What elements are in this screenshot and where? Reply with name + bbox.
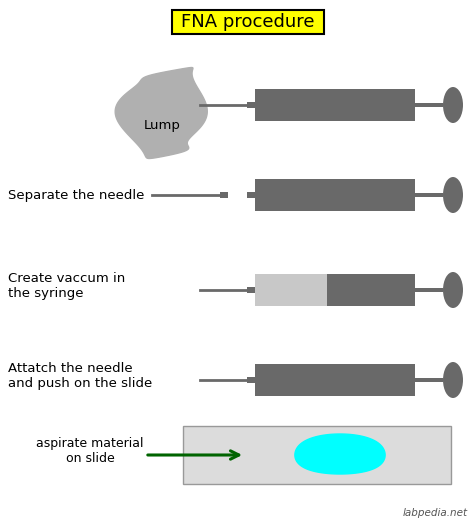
Text: Lump: Lump bbox=[144, 118, 181, 132]
Ellipse shape bbox=[443, 272, 463, 308]
Bar bbox=[255, 364, 415, 396]
Bar bbox=[415, 193, 443, 197]
Bar bbox=[247, 287, 255, 293]
Bar bbox=[415, 378, 443, 382]
Bar bbox=[327, 274, 415, 306]
Bar bbox=[247, 377, 255, 383]
Polygon shape bbox=[115, 67, 207, 159]
FancyBboxPatch shape bbox=[172, 10, 324, 34]
Text: Create vaccum in
the syringe: Create vaccum in the syringe bbox=[8, 272, 125, 300]
Ellipse shape bbox=[443, 87, 463, 123]
Bar bbox=[255, 274, 327, 306]
Polygon shape bbox=[295, 434, 385, 474]
Bar bbox=[415, 288, 443, 292]
Bar bbox=[415, 103, 443, 107]
Bar bbox=[220, 192, 228, 198]
Text: labpedia.net: labpedia.net bbox=[403, 508, 468, 518]
Bar bbox=[255, 89, 415, 121]
Bar bbox=[183, 426, 451, 484]
Ellipse shape bbox=[443, 177, 463, 213]
Bar bbox=[247, 102, 255, 108]
Bar bbox=[255, 179, 415, 211]
Text: Attatch the needle
and push on the slide: Attatch the needle and push on the slide bbox=[8, 362, 152, 390]
Ellipse shape bbox=[443, 362, 463, 398]
Bar bbox=[247, 192, 255, 198]
Text: Separate the needle: Separate the needle bbox=[8, 188, 145, 201]
Text: aspirate material
on slide: aspirate material on slide bbox=[36, 437, 144, 465]
Text: FNA procedure: FNA procedure bbox=[181, 13, 315, 31]
